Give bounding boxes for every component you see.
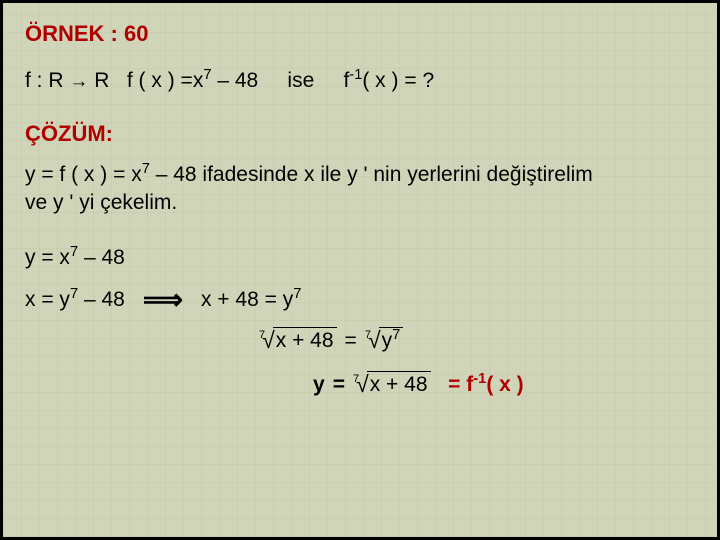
domain-text: f : R xyxy=(25,69,64,92)
solution-title: ÇÖZÜM: xyxy=(25,121,695,147)
eq1-post: – 48 xyxy=(78,246,125,269)
final-radical: 7 √ x + 48 xyxy=(353,372,431,398)
example-title: ÖRNEK : 60 xyxy=(25,21,695,47)
explain-l2: ve y ' yi çekelim. xyxy=(25,191,177,214)
explain-l1-exp: 7 xyxy=(142,161,150,177)
final-rad-expr: x + 48 xyxy=(367,371,431,397)
eq2-right: x + 48 = y7 xyxy=(201,288,301,312)
root-right-exp: 7 xyxy=(392,327,400,343)
radical-left: 7 √ x + 48 xyxy=(259,328,337,354)
root-right-pre: y xyxy=(382,329,393,352)
equation-1: y = x7 – 48 xyxy=(25,246,695,270)
root-equation: 7 √ x + 48 = 7 √ y7 xyxy=(259,328,695,354)
eq2-left: x = y7 – 48 xyxy=(25,288,125,312)
eq2-right-pre: x + 48 = y xyxy=(201,288,293,311)
final-res-post: ( x ) xyxy=(486,373,523,396)
fdef-pre: f ( x ) =x xyxy=(127,69,203,92)
eq2-left-pre: x = y xyxy=(25,288,70,311)
eq2-right-exp: 7 xyxy=(293,286,301,302)
final-result: = f-1( x ) xyxy=(448,373,524,397)
slide: ÖRNEK : 60 f : R → R f ( x ) =x7 – 48 is… xyxy=(0,0,720,540)
eq1-exp: 7 xyxy=(70,244,78,260)
eq2-left-post: – 48 xyxy=(78,288,125,311)
radical-index-right: 7 xyxy=(365,329,371,341)
radical-expr-left: x + 48 xyxy=(273,327,337,353)
fdef-exp: 7 xyxy=(203,67,211,83)
implies-icon: ⟹ xyxy=(143,286,183,314)
equation-2: x = y7 – 48 ⟹ x + 48 = y7 xyxy=(25,286,695,314)
explain-l1-pre: y = f ( x ) = x xyxy=(25,163,142,186)
codomain-text: R xyxy=(94,69,109,92)
final-y: y xyxy=(313,373,325,397)
final-answer: y = 7 √ x + 48 = f-1( x ) xyxy=(313,372,695,398)
finv-post: ( x ) = ? xyxy=(362,69,434,92)
arrow-icon: → xyxy=(69,71,88,92)
explanation: y = f ( x ) = x7 – 48 ifadesinde x ile y… xyxy=(25,161,695,218)
finv-exp: -1 xyxy=(349,67,362,83)
final-rad-index: 7 xyxy=(353,373,359,385)
root-equals: = xyxy=(345,329,357,353)
radical-right: 7 √ y7 xyxy=(365,328,403,354)
radical-expr-right: y7 xyxy=(379,327,404,353)
final-res-exp: -1 xyxy=(473,371,486,387)
final-eq2: = xyxy=(448,373,460,396)
radical-index-left: 7 xyxy=(259,329,265,341)
problem-line: f : R → R f ( x ) =x7 – 48 ise f-1( x ) … xyxy=(25,69,695,93)
eq1-pre: y = x xyxy=(25,246,70,269)
eq2-left-exp: 7 xyxy=(70,286,78,302)
final-eq1: = xyxy=(333,373,345,397)
fdef-post: – 48 xyxy=(212,69,259,92)
ise-text: ise xyxy=(287,69,314,92)
explain-l1-post: – 48 ifadesinde x ile y ' nin yerlerini … xyxy=(150,163,593,186)
